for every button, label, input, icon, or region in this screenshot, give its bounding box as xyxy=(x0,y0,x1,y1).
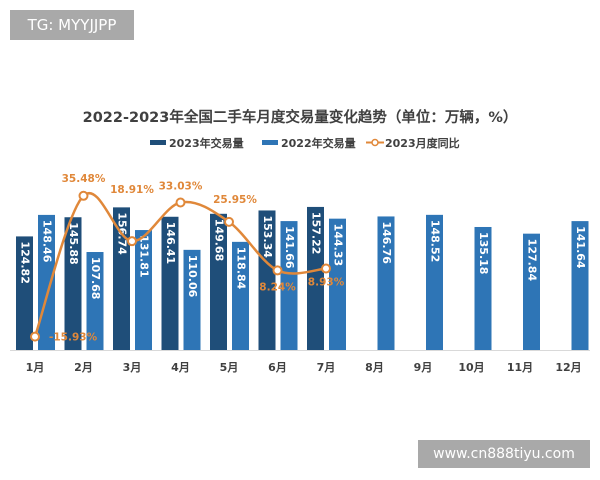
bar xyxy=(113,207,130,350)
line-data-label: 18.91% xyxy=(110,184,154,196)
bar xyxy=(86,252,104,350)
line-data-label: 8.93% xyxy=(308,277,345,289)
bar xyxy=(426,214,443,350)
legend-label: 2023年交易量 xyxy=(169,136,244,150)
x-tick-label: 5月 xyxy=(220,361,239,374)
line-data-label: -15.93% xyxy=(49,332,98,344)
bar xyxy=(210,213,227,350)
x-tick-label: 8月 xyxy=(365,361,384,374)
data-label: 146.41 xyxy=(164,222,177,264)
data-label: 118.84 xyxy=(235,247,248,290)
bar xyxy=(16,236,33,350)
data-label: 153.34 xyxy=(261,215,274,258)
x-tick-label: 7月 xyxy=(317,361,336,374)
data-label: 124.82 xyxy=(19,241,32,283)
x-tick-label: 12月 xyxy=(555,361,581,374)
legend-label: 2023月度同比 xyxy=(385,136,460,150)
bar xyxy=(280,221,298,350)
legend-label: 2022年交易量 xyxy=(281,136,356,150)
x-tick-label: 4月 xyxy=(171,361,190,374)
legend-marker xyxy=(371,138,379,147)
data-label: 141.66 xyxy=(283,226,296,269)
bar xyxy=(377,216,395,350)
bar xyxy=(329,218,346,350)
data-label: 107.68 xyxy=(89,257,102,299)
data-label: 141.64 xyxy=(574,226,587,269)
x-tick-label: 9月 xyxy=(414,361,433,374)
legend-swatch xyxy=(262,140,278,145)
x-tick-label: 10月 xyxy=(458,361,484,374)
x-tick-label: 11月 xyxy=(507,361,533,374)
bar xyxy=(523,233,540,350)
line-point xyxy=(30,331,40,342)
bar xyxy=(161,216,179,350)
line-point xyxy=(78,190,89,201)
legend-swatch xyxy=(150,140,166,145)
line-point xyxy=(321,263,331,274)
bar xyxy=(258,210,276,350)
x-tick-label: 2月 xyxy=(74,361,93,374)
watermark-bottom: www.cn888tiyu.com xyxy=(418,440,590,468)
data-label: 148.52 xyxy=(429,220,442,262)
bar xyxy=(307,206,324,350)
bar xyxy=(571,221,589,350)
line-data-label: 33.03% xyxy=(159,180,203,192)
watermark-top: TG: MYYJJPP xyxy=(10,10,134,40)
line-point xyxy=(272,265,283,276)
data-label: 146.76 xyxy=(380,221,393,264)
line-point xyxy=(224,216,234,227)
bar xyxy=(474,226,492,350)
chart-title: 2022-2023年全国二手车月度交易量变化趋势（单位：万辆，%） xyxy=(82,110,518,126)
data-label: 157.22 xyxy=(310,212,323,254)
line-point xyxy=(175,197,186,208)
line-data-label: 35.48% xyxy=(62,173,106,185)
line-point xyxy=(127,236,137,247)
x-tick-label: 3月 xyxy=(123,361,142,374)
data-label: 144.33 xyxy=(332,224,345,266)
bar xyxy=(64,217,82,350)
data-label: 149.68 xyxy=(213,219,226,261)
bar xyxy=(183,249,201,350)
bar xyxy=(135,230,152,350)
line-data-label: 8.24% xyxy=(259,281,296,293)
bar xyxy=(232,241,249,350)
data-label: 131.81 xyxy=(138,235,151,277)
data-label: 145.88 xyxy=(67,222,80,264)
data-label: 110.06 xyxy=(186,255,199,298)
data-label: 127.84 xyxy=(526,239,539,282)
x-tick-label: 1月 xyxy=(26,361,45,374)
data-label: 148.46 xyxy=(41,220,54,263)
data-label: 135.18 xyxy=(477,232,490,274)
x-tick-label: 6月 xyxy=(268,361,287,374)
line-data-label: 25.95% xyxy=(213,194,257,206)
